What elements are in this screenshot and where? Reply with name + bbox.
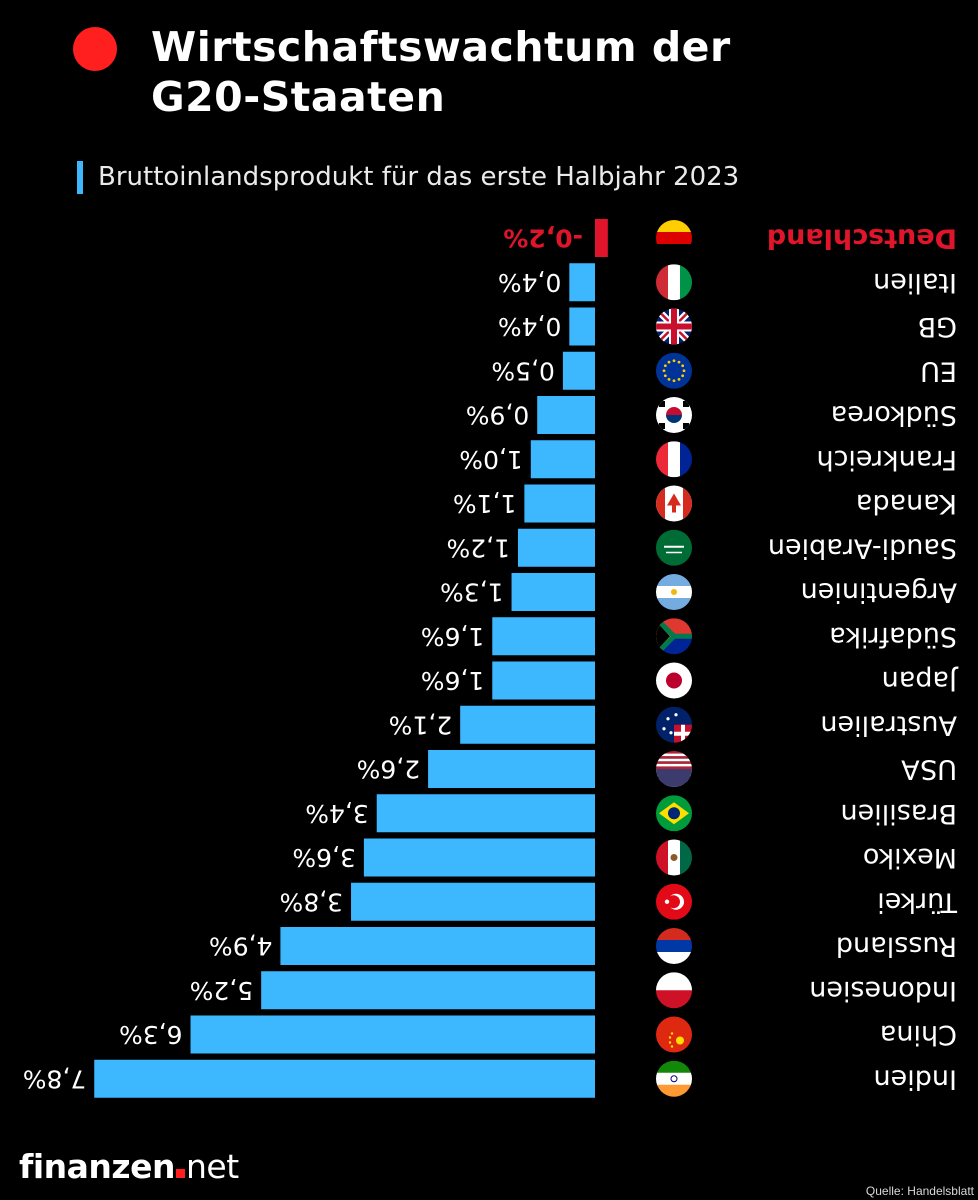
category-label: Frankreich <box>816 444 957 475</box>
category-label: Indonesien <box>809 975 957 1006</box>
category-label: Kanada <box>856 488 957 519</box>
category-label: Japan <box>882 665 959 696</box>
category-label: Saudi-Arabien <box>768 532 957 563</box>
category-label: Südafrika <box>829 621 957 652</box>
south-korea-flag-icon <box>656 397 692 433</box>
japan-flag-icon <box>656 662 692 699</box>
category-label: Mexiko <box>863 842 957 873</box>
value-label: 3,6% <box>292 843 356 872</box>
value-label: -0,2% <box>503 224 583 253</box>
bar <box>517 528 595 567</box>
value-label: 3,4% <box>305 799 369 828</box>
category-label: Türkei <box>877 886 958 917</box>
category-label: Südkorea <box>831 400 957 431</box>
category-label: Russland <box>836 931 957 962</box>
category-label: GB <box>918 311 957 342</box>
saudi-arabia-flag-icon <box>656 529 692 566</box>
value-label: 5,2% <box>190 976 254 1005</box>
bar <box>376 794 595 833</box>
category-label: Italien <box>873 267 957 298</box>
category-label: EU <box>920 355 957 386</box>
value-label: 4,9% <box>209 932 273 961</box>
argentina-flag-icon <box>656 574 692 610</box>
bar <box>492 617 595 656</box>
bar <box>428 750 595 788</box>
category-label: China <box>880 1019 957 1050</box>
value-label: 1,0% <box>459 445 523 474</box>
value-label: 1,3% <box>440 578 504 607</box>
brazil-flag-icon <box>656 795 692 832</box>
south-africa-flag-icon <box>656 618 692 655</box>
usa-flag-icon <box>656 751 692 787</box>
category-label: USA <box>901 754 957 785</box>
value-label: 1,6% <box>421 622 485 651</box>
category-label: Indien <box>874 1063 957 1094</box>
bar <box>562 351 595 390</box>
france-flag-icon <box>656 441 692 478</box>
value-label: 0,5% <box>491 356 555 385</box>
bar <box>569 263 595 302</box>
indonesia-flag-icon <box>656 972 692 1009</box>
bar <box>511 573 595 611</box>
bar <box>190 1015 596 1054</box>
bar <box>569 307 595 346</box>
value-label: 1,6% <box>421 666 485 695</box>
bar <box>530 440 595 479</box>
value-label: 0,4% <box>498 268 562 297</box>
bar <box>261 971 595 1010</box>
canada-flag-icon <box>656 485 692 522</box>
value-label: 6,3% <box>119 1020 183 1049</box>
germany-flag-icon <box>656 220 692 256</box>
logo-dot-icon <box>176 1169 186 1178</box>
category-label: Australien <box>820 709 957 740</box>
category-label: Deutschland <box>767 223 957 254</box>
bar <box>537 396 595 434</box>
bar <box>351 882 595 921</box>
red-dot-icon <box>73 27 117 71</box>
italy-flag-icon <box>656 264 692 301</box>
bar <box>280 927 595 965</box>
subtitle-accent-bar <box>77 161 83 194</box>
value-label: 1,1% <box>453 489 517 518</box>
turkey-flag-icon <box>656 883 692 920</box>
australia-flag-icon <box>656 706 692 743</box>
bar <box>595 219 608 257</box>
source-note: Quelle: Handelsblatt <box>865 1184 974 1198</box>
value-label: 0,9% <box>466 401 530 430</box>
value-label: 2,1% <box>389 710 453 739</box>
chart-subtitle: Bruttoinlandsprodukt für das erste Halbj… <box>98 162 740 192</box>
eu-flag-icon <box>656 352 692 389</box>
finanzen-logo: finanzen net <box>19 1147 239 1186</box>
india-flag-icon <box>656 1060 692 1097</box>
bar <box>94 1059 596 1098</box>
value-label: 1,2% <box>446 533 510 562</box>
bar <box>460 705 595 744</box>
mexico-flag-icon <box>656 839 692 876</box>
chart-title: Wirtschaftswachtum der G20-Staaten <box>151 23 731 121</box>
china-flag-icon <box>656 1016 692 1053</box>
category-label: Brasilien <box>841 798 957 829</box>
value-label: 2,6% <box>357 755 421 784</box>
bar <box>524 484 595 523</box>
russia-flag-icon <box>656 928 692 964</box>
uk-flag-icon <box>656 308 692 345</box>
value-label: 3,8% <box>280 887 344 916</box>
value-label: 7,8% <box>23 1064 87 1093</box>
bar <box>492 661 595 700</box>
bar <box>363 838 595 877</box>
value-label: 0,4% <box>498 312 562 341</box>
category-label: Argentinien <box>801 577 957 608</box>
